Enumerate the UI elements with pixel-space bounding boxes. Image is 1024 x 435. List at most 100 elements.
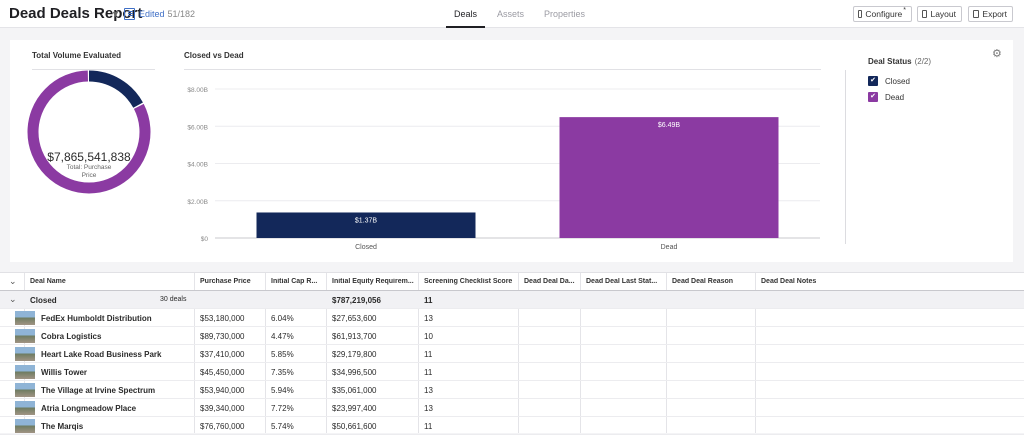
checkbox-closed[interactable]: ✔ [868, 76, 878, 86]
cell-screening-score: 11 [424, 422, 433, 431]
total-volume-subtitle: Total: Purchase Price [66, 164, 112, 179]
cell-purchase-price: $89,730,000 [200, 332, 245, 341]
sliders-icon [858, 10, 863, 18]
legend-count: (2/2) [914, 57, 932, 66]
group-collapse-icon[interactable]: ⌄ [9, 294, 17, 304]
legend-divider [845, 70, 846, 244]
col-header-dead-deal-reason[interactable]: Dead Deal Reason [672, 278, 734, 285]
layout-button[interactable]: Layout [917, 6, 962, 22]
cell-initial-equity: $50,661,600 [332, 422, 377, 431]
export-icon [973, 10, 980, 18]
legend-item-dead[interactable]: ✔ Dead [868, 91, 904, 103]
collapse-all-icon[interactable]: ⌄ [9, 276, 17, 286]
export-label: Export [982, 9, 1007, 19]
y-tick-label: $4.00B [187, 162, 208, 169]
col-header-deal-name[interactable]: Deal Name [30, 278, 66, 285]
col-header-dead-deal-notes[interactable]: Dead Deal Notes [761, 278, 817, 285]
layout-label: Layout [930, 9, 956, 19]
edit-icon[interactable] [124, 8, 135, 20]
property-thumbnail [15, 347, 35, 361]
cell-deal-name[interactable]: Atria Longmeadow Place [41, 404, 137, 413]
donut-chart [27, 70, 151, 194]
property-thumbnail [15, 383, 35, 397]
bar-dead[interactable] [559, 117, 779, 238]
y-tick-label: $0 [201, 236, 209, 243]
col-header-screening-score[interactable]: Screening Checklist Score [424, 278, 513, 285]
grid-header: ⌄ Deal Name Purchase Price Initial Cap R… [0, 273, 1024, 291]
table-row[interactable]: The Village at Irvine Spectrum $53,940,00… [0, 381, 1024, 399]
legend-item-closed[interactable]: ✔ Closed [868, 75, 910, 87]
edited-count: 51/182 [167, 9, 196, 19]
cell-initial-cap-rate: 5.74% [271, 422, 294, 431]
col-header-dead-deal-last-status[interactable]: Dead Deal Last Stat... [586, 278, 658, 285]
cell-initial-cap-rate: 7.72% [271, 404, 294, 413]
table-row[interactable]: Heart Lake Road Business Park $37,410,000… [0, 345, 1024, 363]
layout-icon [922, 10, 928, 18]
tab-assets[interactable]: Assets [497, 9, 525, 19]
cell-purchase-price: $39,340,000 [200, 404, 245, 413]
legend-label-dead: Dead [885, 92, 905, 102]
y-tick-label: $2.00B [187, 199, 208, 206]
col-sep [755, 273, 756, 433]
table-row[interactable]: Atria Longmeadow Place $39,340,000 7.72% $2… [0, 399, 1024, 417]
table-row[interactable]: The Marqis $76,760,000 5.74% $50,661,600 11 [0, 417, 1024, 435]
table-row[interactable]: Willis Tower $45,450,000 7.35% $34,996,500 1… [0, 363, 1024, 381]
cell-purchase-price: $76,760,000 [200, 422, 245, 431]
title-dropdown-icon[interactable]: ▼ [111, 9, 120, 19]
total-volume-title: Total Volume Evaluated [32, 51, 122, 60]
col-sep [326, 273, 327, 433]
col-header-initial-equity[interactable]: Initial Equity Requirem... [332, 278, 414, 285]
col-sep [418, 273, 419, 433]
cell-purchase-price: $45,450,000 [200, 368, 245, 377]
y-tick-label: $6.00B [187, 124, 208, 131]
export-button[interactable]: Export [968, 6, 1013, 22]
x-category-label: Closed [355, 244, 377, 251]
cell-initial-cap-rate: 6.04% [271, 314, 294, 323]
cell-initial-equity: $29,179,800 [332, 350, 377, 359]
edited-status[interactable]: Edited 51/182 [139, 9, 195, 19]
checkbox-dead[interactable]: ✔ [868, 92, 878, 102]
cell-initial-equity: $27,653,600 [332, 314, 377, 323]
table-row[interactable]: FedEx Humboldt Distribution $53,180,000 6.… [0, 309, 1024, 327]
donut-segment-closed[interactable] [27, 70, 151, 194]
property-thumbnail [15, 419, 35, 433]
donut-svg [27, 70, 151, 194]
cell-deal-name[interactable]: Heart Lake Road Business Park [41, 350, 162, 359]
cell-screening-score: 13 [424, 386, 433, 395]
property-thumbnail [15, 329, 35, 343]
gear-icon[interactable]: ⚙ [992, 48, 1002, 60]
cell-deal-name[interactable]: The Marqis [41, 422, 84, 431]
cell-initial-equity: $61,913,700 [332, 332, 377, 341]
cell-screening-score: 10 [424, 332, 433, 341]
donut-segment-dead[interactable] [27, 70, 151, 194]
col-header-initial-cap-rate[interactable]: Initial Cap R... [271, 278, 318, 285]
col-sep [666, 273, 667, 433]
configure-button[interactable]: Configure * [853, 6, 912, 22]
cell-deal-name[interactable]: Willis Tower [41, 368, 88, 377]
report-title: Dead Deals Report [9, 5, 143, 22]
cell-deal-name[interactable]: Cobra Logistics [41, 332, 102, 341]
col-header-purchase-price[interactable]: Purchase Price [200, 278, 251, 285]
cell-purchase-price: $53,180,000 [200, 314, 245, 323]
group-score: 11 [424, 296, 433, 305]
bar-closed[interactable] [256, 212, 476, 238]
group-equity-total: $787,219,056 [332, 296, 381, 305]
col-header-dead-deal-date[interactable]: Dead Deal Da... [524, 278, 575, 285]
tab-deals[interactable]: Deals [446, 0, 486, 28]
deals-grid: ⌄ Deal Name Purchase Price Initial Cap R… [0, 272, 1024, 435]
cell-deal-name[interactable]: FedEx Humboldt Distribution [41, 314, 152, 323]
y-tick-label: $8.00B [187, 87, 208, 94]
group-row-closed[interactable]: ⌄ Closed 30 deals $787,219,056 11 [0, 291, 1024, 309]
cell-screening-score: 11 [424, 350, 433, 359]
col-sep [518, 273, 519, 433]
chart-title: Closed vs Dead [184, 51, 244, 60]
cell-initial-cap-rate: 7.35% [271, 368, 294, 377]
tab-properties[interactable]: Properties [544, 9, 586, 19]
col-sep [265, 273, 266, 433]
view-tabs: Deals Assets Properties [446, 0, 597, 28]
cell-screening-score: 13 [424, 404, 433, 413]
bar-chart: $0 $2.00B $4.00B $6.00B $8.00B $1.37B Closed $6… [187, 87, 820, 251]
group-count: 30 deals [160, 296, 187, 303]
table-row[interactable]: Cobra Logistics $89,730,000 4.47% $61,913,7… [0, 327, 1024, 345]
cell-deal-name[interactable]: The Village at Irvine Spectrum [41, 386, 156, 395]
